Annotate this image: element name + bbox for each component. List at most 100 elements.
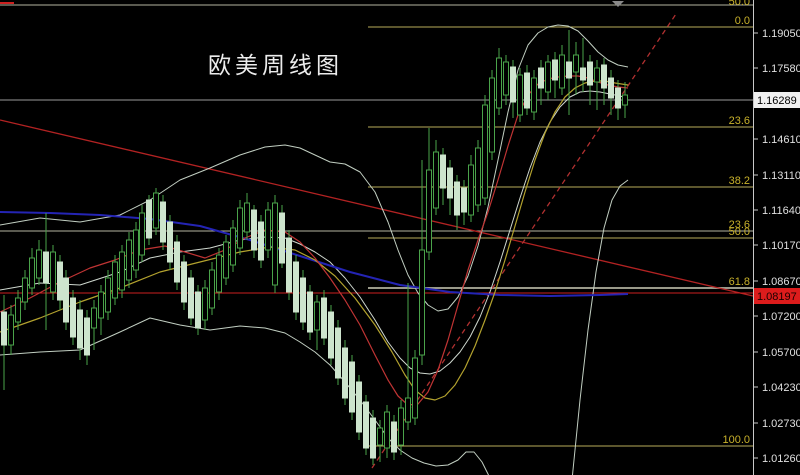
candle <box>8 305 14 355</box>
candle <box>503 55 509 105</box>
candle <box>461 180 467 225</box>
fib-level-label: 50.0 <box>729 0 750 8</box>
price-tick-label: 1.05700 <box>762 347 800 359</box>
candle <box>209 262 215 315</box>
candle <box>70 290 76 345</box>
candle <box>454 175 460 230</box>
moving-average-blue <box>0 211 629 297</box>
candle <box>272 195 278 293</box>
candle <box>195 285 201 335</box>
candle <box>552 52 558 98</box>
candle <box>160 195 166 250</box>
price-tick-label: 1.17580 <box>762 63 800 75</box>
candle <box>15 290 21 330</box>
candle <box>223 235 229 285</box>
candle <box>22 270 28 310</box>
candle <box>447 160 453 215</box>
candle <box>335 320 341 385</box>
candle <box>98 285 104 335</box>
candle <box>482 95 488 205</box>
candle <box>321 290 327 345</box>
candle <box>133 222 139 278</box>
candle <box>545 55 551 100</box>
moving-average-red <box>0 75 629 406</box>
price-tick-label: 1.01260 <box>762 453 800 465</box>
candle <box>91 300 97 350</box>
candle <box>412 350 418 425</box>
candle <box>559 45 565 95</box>
candle <box>538 60 544 105</box>
candle <box>300 270 306 330</box>
fib-level-label: 23.6 <box>729 115 750 127</box>
price-tick-label: 1.14610 <box>762 134 800 146</box>
price-tick-label: 1.08670 <box>762 276 800 288</box>
price-axis: 1.190501.175801.161101.146101.131101.116… <box>753 0 800 475</box>
descending-red-trendline <box>0 119 754 297</box>
candle <box>105 270 111 320</box>
candle <box>377 420 383 462</box>
candle <box>566 30 572 115</box>
candle <box>258 215 264 268</box>
fib-level-label: 61.8 <box>729 276 750 288</box>
candle <box>146 195 152 245</box>
price-tick-label: 1.11640 <box>762 205 800 217</box>
candle <box>468 155 474 222</box>
candle <box>265 202 271 258</box>
fib-level-label: 23.6 <box>729 219 750 231</box>
candle <box>43 213 49 330</box>
ascending-red-dashed-trendline <box>371 13 677 469</box>
candle <box>181 255 187 310</box>
candle <box>286 230 292 300</box>
candle <box>188 270 194 325</box>
candle <box>29 248 35 295</box>
candle <box>279 205 285 268</box>
candle <box>608 70 614 115</box>
candle <box>342 340 348 405</box>
candle <box>314 295 320 350</box>
candle <box>77 300 83 360</box>
candle <box>237 200 243 255</box>
candle <box>496 48 502 115</box>
candle <box>622 82 628 118</box>
candle <box>174 235 180 290</box>
candle <box>580 38 586 92</box>
candle <box>587 55 593 105</box>
price-tick-label: 1.07200 <box>762 311 800 323</box>
candle <box>517 68 523 122</box>
price-tick-label: 1.04230 <box>762 382 800 394</box>
price-tick-label: 1.02730 <box>762 418 800 430</box>
candle <box>524 65 530 115</box>
top-triangle-marker <box>612 1 624 7</box>
candle <box>489 70 495 160</box>
candle <box>615 80 621 120</box>
candle <box>573 42 579 95</box>
candle <box>126 232 132 288</box>
hline-price-label: 1.08197 <box>754 288 800 304</box>
candle <box>405 283 411 430</box>
candle <box>167 215 173 270</box>
candle <box>202 280 208 330</box>
candle <box>426 128 432 260</box>
candle <box>244 193 250 240</box>
candle <box>153 188 159 235</box>
candle <box>63 270 69 330</box>
candle <box>510 60 516 118</box>
candle <box>363 395 369 455</box>
candle <box>531 70 537 120</box>
candle <box>419 160 425 365</box>
fib-level-label: 0.0 <box>735 15 750 27</box>
candle <box>1 295 7 390</box>
fib-level-label: 100.0 <box>722 434 750 446</box>
candle <box>293 255 299 320</box>
chart-title: 欧美周线图 <box>208 53 343 79</box>
candle <box>307 285 313 340</box>
candle <box>119 245 125 298</box>
candle <box>251 205 257 258</box>
candle <box>328 305 334 365</box>
candles <box>1 30 628 465</box>
bollinger-lower-band <box>0 179 629 475</box>
candle <box>57 255 63 310</box>
candle <box>36 240 42 285</box>
svg-text:1.16289: 1.16289 <box>757 95 797 107</box>
